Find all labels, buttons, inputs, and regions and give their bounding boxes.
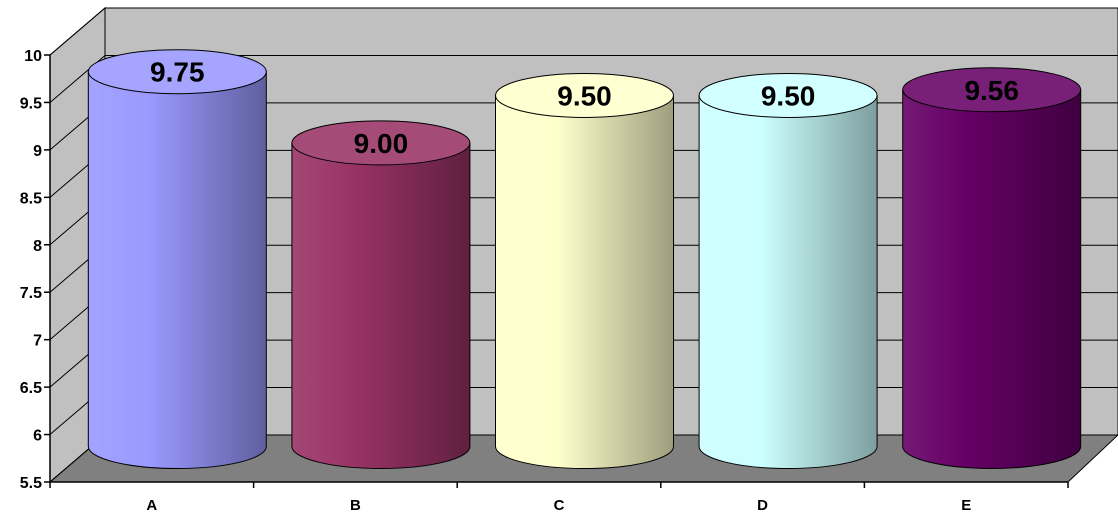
data-label: 9.00 — [354, 128, 409, 159]
bar-top — [87, 49, 267, 95]
bar-top — [291, 120, 471, 166]
data-labels: 9.75 9.00 9.50 9.50 9.56 — [150, 57, 1019, 159]
bar-body — [291, 142, 471, 469]
y-tick-label: 8.5 — [20, 190, 42, 207]
bar-body — [698, 94, 878, 469]
y-axis-ticks: 5.5 6 6.5 7 7.5 8 8.5 9 9.5 10 — [20, 48, 50, 492]
y-tick-label: 7 — [33, 333, 42, 350]
bar-top — [495, 72, 674, 118]
gridline — [49, 54, 1118, 103]
gridline — [49, 7, 1118, 56]
y-tick-label: 9.5 — [20, 95, 42, 112]
y-tick-label: 7.5 — [20, 285, 42, 302]
x-tick-label: C — [554, 497, 565, 514]
bar-body — [495, 94, 674, 469]
bar-top — [902, 67, 1082, 113]
bar-body — [87, 71, 267, 469]
x-tick-label: E — [961, 497, 971, 514]
data-label: 9.50 — [761, 80, 816, 111]
data-label: 9.75 — [150, 57, 205, 88]
y-tick-label: 6.5 — [20, 380, 42, 397]
x-tick-label: D — [757, 497, 768, 514]
data-label: 9.50 — [557, 80, 612, 111]
bar-C — [495, 72, 674, 469]
bar-A — [87, 49, 267, 469]
bar-D — [698, 72, 878, 469]
x-tick-label: A — [146, 497, 157, 514]
y-tick-label: 9 — [33, 143, 42, 160]
x-tick-label: B — [350, 497, 361, 514]
bar-B — [291, 120, 471, 469]
y-tick-label: 8 — [33, 238, 42, 255]
x-axis-ticks: A B C D E — [49, 482, 1069, 514]
bars — [87, 49, 1082, 469]
bar-body — [902, 89, 1082, 469]
bar-top — [698, 72, 878, 118]
y-tick-label: 5.5 — [20, 475, 42, 492]
data-label: 9.56 — [964, 75, 1019, 106]
y-tick-label: 10 — [24, 48, 42, 65]
bar-E — [902, 67, 1082, 469]
y-tick-label: 6 — [33, 428, 42, 445]
